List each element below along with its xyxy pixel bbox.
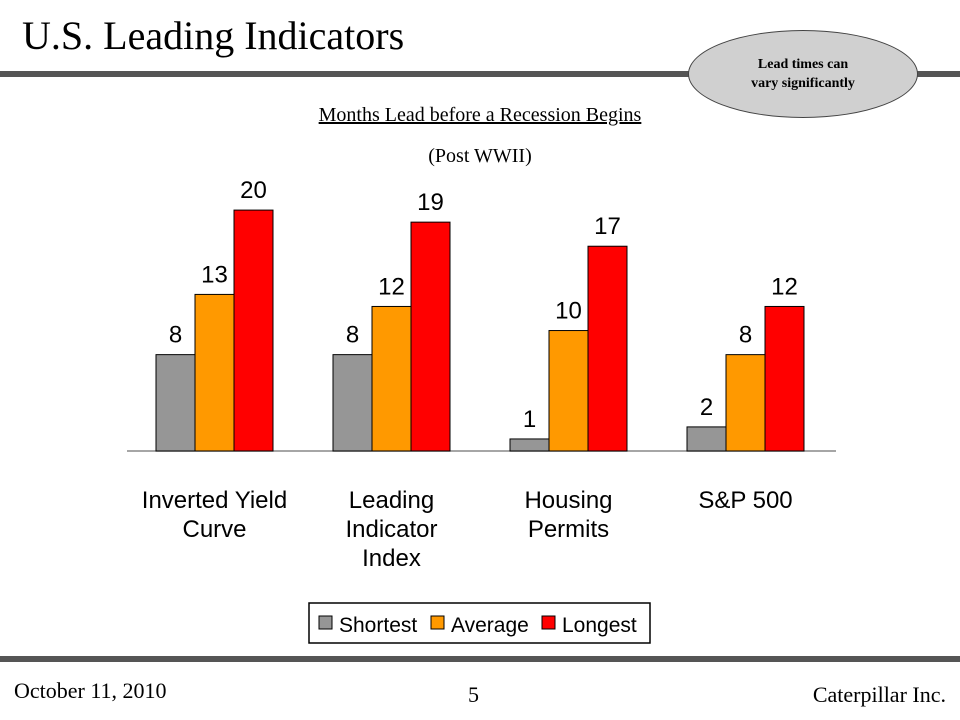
legend: Shortest Average Longest [309, 603, 650, 643]
data-label-longest-3: 12 [771, 273, 798, 300]
category-label-3: S&P 500 [698, 487, 792, 514]
data-label-shortest-2: 1 [523, 406, 536, 433]
bar-average-2 [549, 331, 588, 451]
legend-swatch-shortest [319, 616, 332, 629]
bar-average-0 [195, 294, 234, 451]
data-label-shortest-1: 8 [346, 322, 359, 349]
category-label-line: S&P 500 [698, 487, 792, 514]
bar-longest-3 [765, 306, 804, 451]
footer-company: Caterpillar Inc. [813, 682, 946, 708]
data-label-average-3: 8 [739, 322, 752, 349]
legend-swatch-longest [542, 616, 555, 629]
bar-shortest-2 [510, 439, 549, 451]
category-label-line: Leading [349, 487, 434, 514]
category-label-0: Inverted Yield Curve [142, 487, 287, 543]
category-label-1: Leading Indicator Index [345, 487, 437, 572]
data-label-average-0: 13 [201, 261, 228, 288]
data-label-shortest-0: 8 [169, 322, 182, 349]
bar-chart: 81320Inverted Yield Curve81219Leading Indi… [0, 0, 960, 720]
page-number: 5 [468, 682, 479, 708]
bar-shortest-0 [156, 355, 195, 451]
footer-divider [0, 656, 960, 662]
bar-longest-2 [588, 246, 627, 451]
data-label-longest-1: 19 [417, 189, 444, 216]
bar-longest-1 [411, 222, 450, 451]
category-label-line: Housing [524, 487, 612, 514]
category-label-2: Housing Permits [524, 487, 612, 543]
category-label-line: Curve [182, 516, 246, 543]
data-label-longest-0: 20 [240, 177, 267, 204]
bar-longest-0 [234, 210, 273, 451]
category-label-line: Permits [528, 516, 609, 543]
data-label-longest-2: 17 [594, 213, 621, 240]
bar-shortest-3 [687, 427, 726, 451]
legend-swatch-average [431, 616, 444, 629]
data-label-average-1: 12 [378, 273, 405, 300]
data-label-shortest-3: 2 [700, 394, 713, 421]
legend-label-longest: Longest [562, 614, 637, 637]
bar-average-1 [372, 306, 411, 451]
legend-label-average: Average [451, 614, 529, 637]
bar-shortest-1 [333, 355, 372, 451]
category-label-line: Inverted Yield [142, 487, 287, 514]
footer-date: October 11, 2010 [14, 678, 167, 704]
data-label-average-2: 10 [555, 298, 582, 325]
category-label-line: Indicator [345, 516, 437, 543]
bar-average-3 [726, 355, 765, 451]
category-label-line: Index [362, 545, 421, 572]
legend-label-shortest: Shortest [339, 614, 417, 637]
